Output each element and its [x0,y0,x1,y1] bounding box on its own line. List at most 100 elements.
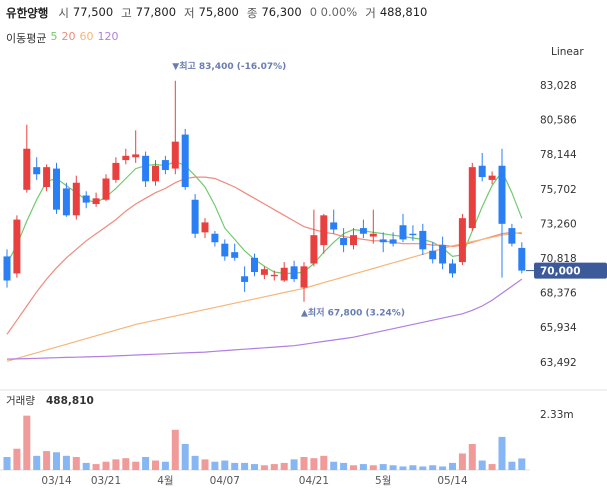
candle-body [181,134,189,187]
candle-body [171,141,179,169]
stat-value: 77,800 [135,5,177,19]
volume-last: 488,810 [46,395,94,407]
volume-bar [142,457,150,470]
y-tick-label: 63,492 [540,357,577,369]
candle-body [152,165,159,182]
volume-bar [43,451,51,470]
volume-bar [498,436,506,470]
volume-bar [468,444,476,470]
volume-bar [439,466,447,470]
candle-body [260,269,268,275]
x-tick-label: 04/21 [299,475,329,487]
candle-body [92,198,100,204]
candle-body [72,182,80,216]
annotation: ▲최저 67,800 (3.24%) [301,306,405,318]
volume-bar [161,461,169,470]
volume-bar [290,459,298,470]
volume-bar [320,455,328,470]
candle-body [300,266,308,288]
header: 유한양행 시 77,500 고 77,800 저 75,800 종 76,300 0 0.00% 거… [6,5,431,21]
volume-tick-label: 2.33m [540,409,574,421]
candle-body [310,235,318,264]
candle-body [458,218,466,263]
volume-bar [53,452,60,470]
candle-body [379,239,387,243]
legend-title: 이동평균 [6,32,47,45]
candle-body [280,267,288,281]
volume-bar [191,455,199,470]
candle-body [350,235,357,246]
volume-bar [211,461,219,470]
y-tick-label: 73,260 [540,218,577,230]
volume-bar [33,455,41,470]
legend-entry: 120 [97,30,119,43]
y-tick-label: 65,934 [540,322,577,334]
candle-body [330,222,338,230]
candle-body [518,247,526,271]
stat-label: 종 [246,6,258,20]
legend-entry: 5 [50,30,58,43]
volume-bar [181,444,189,470]
stat-value: 75,800 [198,5,239,19]
candle-body [142,155,150,182]
volume-bar [419,466,427,470]
scale-toggle[interactable]: Linear [551,46,584,58]
candle-body [290,266,298,280]
stat-value: 77,500 [72,5,114,19]
ma-legend: 이동평균 5 20 60 120 [6,30,118,46]
legend-entry: 60 [79,30,94,43]
candle-body [132,154,140,158]
x-tick-label: 03/14 [41,475,72,487]
last-price-tag [534,262,607,279]
stat-value: 488,810 [379,5,428,19]
candle-body [221,243,229,257]
last-price-label: 70,000 [540,266,581,278]
volume-bar [13,448,21,470]
candle-body [82,195,90,203]
y-tick-label: 80,586 [540,115,577,127]
volume-bar [350,465,357,470]
candle-body [13,219,21,274]
candle-body [122,155,130,161]
volume-bar [340,462,348,470]
volume-bar [82,462,90,470]
candle-body [3,256,11,281]
volume-bar [429,465,437,470]
volume-bar [231,462,239,470]
stat-value: 76,300 [261,5,302,19]
x-tick-label: 04/07 [210,475,240,487]
candle-body [478,165,486,178]
volume-bar [508,461,516,470]
volume-bar [251,464,258,470]
volume-bar [270,464,278,470]
volume-bar [122,458,130,470]
candle-body [33,167,41,175]
volume-bar [132,461,140,470]
candle-body [449,263,456,274]
volume-bar [112,459,120,470]
candle-body [191,199,199,234]
volume-bar [478,460,486,470]
volume-bar [102,461,110,470]
candle-body [508,228,516,244]
volume-bar [72,457,80,470]
candle-body [251,257,258,273]
candle-body [43,167,51,187]
candle-body [389,239,397,244]
volume-bar [399,466,407,470]
candle-body [23,148,31,190]
volume-bar [310,458,318,470]
volume-bar [221,460,229,470]
candle-body [439,245,447,264]
candle-body [201,222,209,233]
candle-body [231,252,239,258]
volume-bar [280,462,288,470]
volume-bar [488,464,496,470]
candle-body [102,178,110,200]
volume-bar [379,464,387,470]
stock-name: 유한양행 [6,6,49,20]
volume-bar [260,465,268,470]
volume-bar [3,457,11,470]
candle-body [488,175,496,180]
